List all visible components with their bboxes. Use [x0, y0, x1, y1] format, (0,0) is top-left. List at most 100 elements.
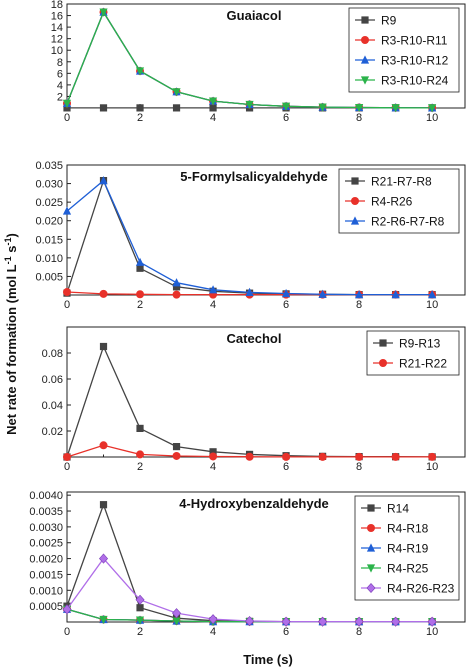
x-tick-label: 10 [426, 112, 438, 124]
y-tick-label: 0.0020 [29, 554, 63, 566]
legend-marker [361, 36, 369, 44]
data-point [62, 99, 72, 108]
panel-title: 4-Hydroxybenzaldehyde [179, 496, 329, 511]
legend-label: R3-R10-R24 [381, 74, 449, 88]
legend-label: R9 [381, 14, 397, 28]
data-point [99, 441, 108, 450]
data-point [428, 452, 437, 461]
data-point [208, 614, 218, 625]
data-point [318, 289, 327, 298]
x-tick-label: 4 [210, 299, 216, 311]
data-point [281, 102, 291, 111]
data-point [391, 616, 401, 627]
legend-marker [367, 504, 375, 512]
legend-marker [350, 216, 360, 225]
legend-label: R4-R18 [387, 522, 429, 536]
x-tick-label: 4 [210, 461, 216, 473]
x-tick-label: 2 [137, 299, 143, 311]
legend-marker [379, 359, 387, 367]
data-point [136, 104, 144, 112]
data-point [355, 452, 364, 461]
legend-marker [351, 197, 359, 205]
chart-panel-4: 0 2 4 6 8 10 0.0005 0.0010 0.0015 0.0020 0.0025 0.0… [29, 490, 466, 638]
legend-label: R3-R10-R11 [381, 34, 448, 48]
y-tick-label: 0.0040 [29, 490, 63, 502]
x-tick-label: 8 [356, 112, 362, 124]
data-point [136, 604, 144, 612]
data-point [355, 103, 364, 113]
x-tick-label: 2 [137, 112, 143, 124]
data-point [99, 104, 108, 112]
y-tick-label: 0.0035 [29, 506, 63, 518]
data-point [318, 616, 328, 627]
legend-marker [366, 582, 376, 594]
x-tick-label: 4 [210, 112, 216, 124]
y-tick-label: 0.025 [35, 197, 63, 209]
data-point [135, 67, 145, 76]
y-axis-label-main: Net rate of formation (mol L [4, 264, 19, 435]
y-tick-label: 10 [51, 45, 63, 57]
legend-marker [351, 177, 359, 185]
y-axis-label-sup-2: -1 [3, 238, 13, 246]
legend-label: R21-R7-R8 [371, 175, 432, 189]
y-tick-label: 0.06 [42, 374, 63, 386]
y-tick-label: 0.030 [35, 179, 63, 191]
y-tick-label: 0.020 [35, 216, 63, 228]
data-point [391, 290, 400, 299]
x-tick-label: 4 [210, 626, 216, 638]
y-tick-label: 0.0005 [29, 601, 63, 613]
legend-label: R14 [387, 502, 409, 516]
y-tick-label: 12 [51, 34, 63, 46]
legend-marker [379, 339, 387, 347]
y-tick-label: 0.02 [42, 426, 63, 438]
x-tick-label: 8 [356, 626, 362, 638]
y-tick-label: 8 [57, 57, 63, 69]
x-tick-label: 2 [137, 461, 143, 473]
data-point [99, 8, 108, 17]
legend-label: R9-R13 [399, 337, 441, 351]
data-point [136, 264, 144, 272]
x-tick-label: 6 [283, 299, 289, 311]
panel-title: Catechol [227, 331, 282, 346]
legend-label: R2-R6-R7-R8 [371, 215, 445, 229]
data-point [318, 103, 327, 112]
data-point [99, 342, 108, 351]
data-point [245, 100, 254, 110]
legend-marker [360, 76, 370, 85]
legend-marker [367, 524, 375, 532]
y-tick-label: 2 [57, 91, 63, 103]
y-tick-label: 0.010 [35, 253, 63, 265]
legend-box [366, 330, 460, 376]
data-point [136, 424, 144, 432]
legend-label: R3-R10-R12 [381, 54, 449, 68]
data-point [172, 290, 181, 299]
x-tick-label: 10 [426, 461, 438, 473]
data-point [172, 104, 181, 112]
data-point [62, 604, 72, 615]
data-point [354, 616, 364, 627]
legend-label: R4-R26-R23 [387, 582, 455, 596]
series-R21-R22 [63, 441, 437, 461]
data-point [281, 288, 291, 298]
y-tick-label: 0.0030 [29, 522, 63, 534]
legend: R14 R4-R18 R4-R19 R4-R25 R4-R26-R23 [354, 495, 460, 601]
data-point [136, 290, 145, 299]
x-tick-label: 0 [64, 299, 70, 311]
x-tick-label: 6 [283, 626, 289, 638]
y-axis-label-end: ) [4, 233, 19, 237]
data-point [99, 289, 108, 298]
y-tick-label: 16 [51, 11, 63, 23]
data-point [99, 553, 109, 564]
data-point [136, 450, 145, 459]
legend: R21-R7-R8 R4-R26 R2-R6-R7-R8 [338, 168, 460, 234]
panel-title: Guaiacol [227, 8, 282, 23]
y-axis-label-mid: s [4, 246, 19, 257]
x-tick-label: 8 [356, 461, 362, 473]
y-tick-label: 0.0025 [29, 538, 63, 550]
data-point [245, 615, 255, 627]
data-point [99, 615, 108, 625]
legend: R9-R13 R21-R22 [366, 330, 460, 376]
x-tick-label: 6 [283, 461, 289, 473]
y-tick-label: 0.035 [35, 160, 63, 172]
data-point [428, 290, 437, 299]
